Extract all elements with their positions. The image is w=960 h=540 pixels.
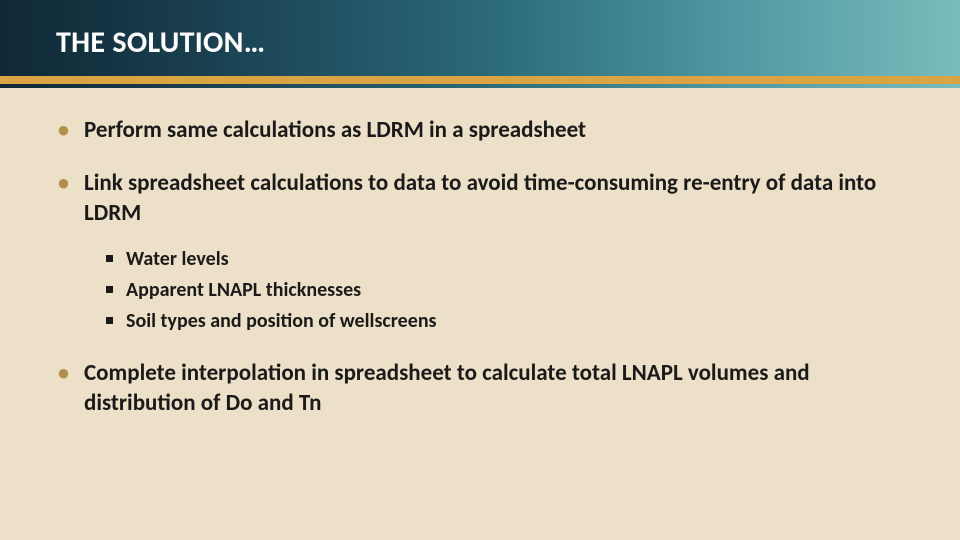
bullet-text: Perform same calculations as LDRM in a s… (84, 116, 586, 144)
bullet-text: Complete interpolation in spreadsheet to… (84, 359, 810, 416)
primary-bullet-list: Perform same calculations as LDRM in a s… (46, 116, 914, 418)
slide-title: THE SOLUTION… (56, 24, 265, 61)
header-accent-line (0, 76, 960, 84)
primary-bullet: Complete interpolation in spreadsheet to… (46, 359, 914, 418)
bullet-text: Link spreadsheet calculations to data to… (84, 169, 876, 226)
bullet-text: Soil types and position of wellscreens (126, 309, 437, 333)
secondary-bullet-list: Water levels Apparent LNAPL thicknesses … (84, 246, 914, 335)
slide-header: THE SOLUTION… (0, 0, 960, 88)
secondary-bullet: Water levels (84, 246, 914, 273)
bullet-text: Apparent LNAPL thicknesses (126, 278, 361, 302)
secondary-bullet: Apparent LNAPL thicknesses (84, 277, 914, 304)
primary-bullet: Perform same calculations as LDRM in a s… (46, 116, 914, 145)
bullet-text: Water levels (126, 247, 229, 271)
secondary-bullet: Soil types and position of wellscreens (84, 308, 914, 335)
primary-bullet: Link spreadsheet calculations to data to… (46, 169, 914, 335)
slide-content: Perform same calculations as LDRM in a s… (0, 88, 960, 418)
